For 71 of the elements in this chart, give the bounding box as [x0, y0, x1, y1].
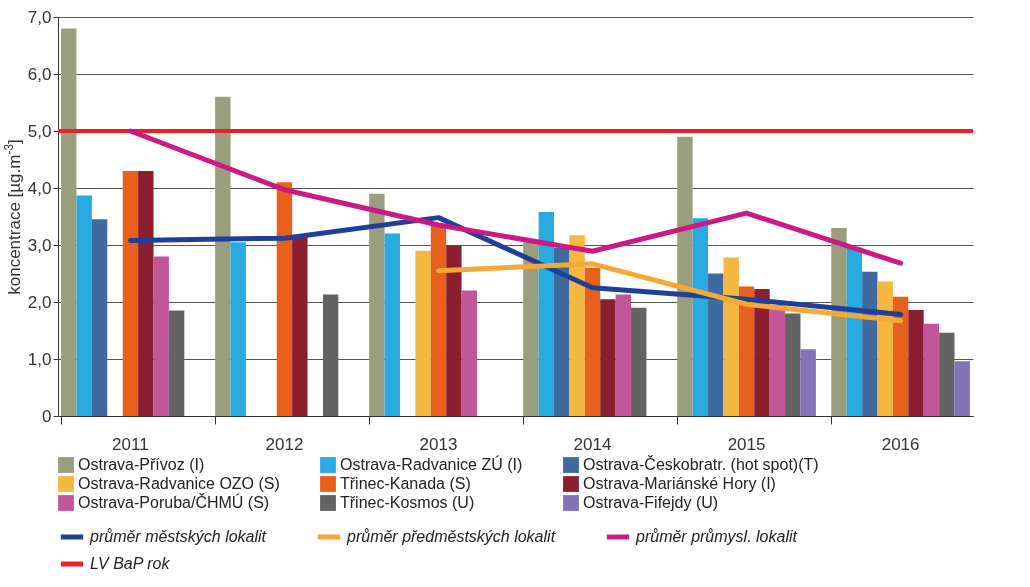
bar	[153, 256, 169, 416]
bar	[384, 233, 400, 416]
bar	[954, 361, 970, 416]
bar	[430, 225, 447, 416]
legend-label: Ostrava-Radvanice ZÚ (I)	[340, 455, 523, 473]
legend-label: Třinec-Kosmos (U)	[340, 494, 475, 511]
bar	[615, 294, 632, 416]
bar	[230, 242, 246, 416]
bar	[939, 332, 955, 416]
bar	[892, 296, 909, 416]
bar	[769, 304, 786, 416]
bar	[723, 257, 739, 416]
x-tick-label: 2013	[419, 434, 458, 454]
bar	[538, 211, 555, 416]
legend-label: Ostrava-Mariánské Hory (I)	[583, 475, 776, 492]
x-tick-label: 2015	[727, 434, 766, 454]
bar	[569, 235, 585, 416]
y-tick-label: 4,0	[27, 178, 52, 198]
bar	[785, 313, 801, 416]
bar	[215, 96, 231, 416]
bar	[877, 281, 893, 416]
bar	[276, 182, 293, 416]
bar	[446, 245, 462, 416]
bar	[415, 250, 431, 416]
bar	[692, 218, 709, 416]
y-tick-label: 6,0	[27, 64, 52, 84]
bar	[523, 242, 539, 416]
bar	[738, 286, 755, 416]
bar	[292, 236, 308, 416]
legend-label: Ostrava-Českobratr. (hot spot)(T)	[583, 455, 819, 473]
legend-label: Ostrava-Přívoz (I)	[78, 456, 205, 473]
bar	[862, 271, 878, 416]
y-tick-label: 5,0	[27, 121, 52, 141]
bar	[677, 136, 693, 416]
bar	[61, 28, 77, 416]
bar	[631, 307, 647, 416]
bar	[584, 267, 601, 416]
legend-label: Ostrava-Radvanice OZO (S)	[78, 475, 280, 492]
bar	[923, 323, 940, 416]
legend-label: průměr průmysl. lokalit	[635, 528, 798, 545]
bar	[554, 247, 570, 416]
bar	[138, 170, 154, 416]
bar	[754, 288, 770, 416]
y-tick-label: 7,0	[27, 7, 52, 27]
bar	[369, 193, 385, 416]
legend-label: Ostrava-Poruba/ČHMÚ (S)	[78, 493, 270, 511]
legend-label: Ostrava-Fifejdy (U)	[583, 494, 719, 511]
legend-label: Třinec-Kanada (S)	[340, 475, 471, 492]
y-tick-label: 3,0	[27, 235, 52, 255]
bar	[91, 219, 108, 416]
legend-label: průměr předměstských lokalit	[346, 528, 556, 545]
x-tick-label: 2012	[265, 434, 304, 454]
bar	[708, 273, 724, 416]
bar	[831, 227, 847, 416]
bar	[461, 290, 477, 416]
y-tick-label: 0	[42, 406, 52, 426]
bar	[600, 299, 616, 416]
bar	[322, 294, 339, 416]
bar	[908, 309, 924, 416]
bar	[168, 310, 185, 416]
bar	[122, 170, 139, 416]
x-tick-label: 2011	[112, 434, 149, 454]
bar	[846, 247, 863, 416]
y-tick-label: 2,0	[27, 292, 52, 312]
y-tick-label: 1,0	[27, 349, 52, 369]
legend-label: průměr městských lokalit	[89, 528, 267, 545]
bar	[76, 195, 92, 416]
x-tick-label: 2016	[881, 434, 920, 454]
legend-label: LV BaP rok	[90, 555, 171, 572]
x-tick-label: 2014	[573, 434, 612, 454]
bar	[800, 349, 816, 416]
